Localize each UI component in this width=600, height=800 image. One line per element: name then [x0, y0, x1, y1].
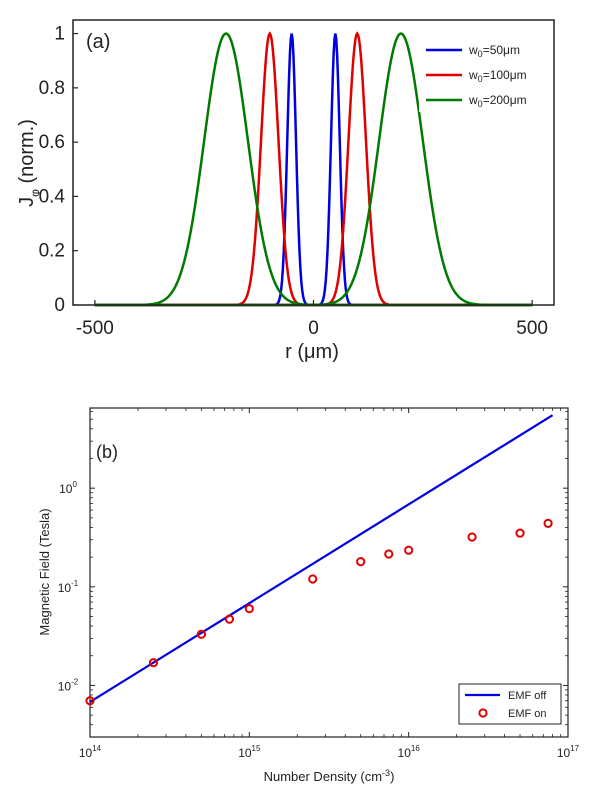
y-tick-label-a: 0.8 [39, 78, 65, 99]
x-ticks-b: 1014 1015 1016 1017 [79, 408, 580, 760]
x-tick-label-a: 0 [308, 318, 319, 339]
x-tick-label-a: 500 [516, 318, 548, 339]
legend-box-b [458, 683, 562, 725]
x-tick-label-b: 1014 [79, 744, 102, 760]
y-tick-label-a: 1 [54, 24, 65, 45]
emf-off-line [89, 414, 554, 703]
x-axis-label-b: Number Density (cm-3) [264, 768, 395, 784]
chart-panel-b: 1014 1015 1016 1017 10-2 10-1 100 (b) Number … [37, 407, 580, 784]
legend-label-a: w0=100μm [468, 68, 527, 84]
panel-label-b: (b) [96, 442, 118, 462]
chart-panel-a: -500 0 500 0 0.2 0.4 0.6 0.8 1 (a) r (μm) Jφ (n… [16, 19, 555, 363]
y-tick-label-b: 100 [59, 480, 77, 496]
emf-on-point [404, 545, 414, 555]
y-axis-label-a: Jφ (norm.) [16, 119, 42, 207]
legend-label-emf-on: EMF on [508, 708, 547, 720]
legend-swatch-emf-on [478, 708, 488, 718]
axes-box-b [89, 407, 569, 738]
y-ticks-a: 0 0.2 0.4 0.6 0.8 1 [39, 24, 78, 316]
legend-b: EMF off EMF on [458, 683, 562, 725]
legend-a: w0=50μm w0=100μm w0=200μm [419, 34, 547, 112]
data-layer-b [85, 414, 554, 706]
emf-on-point [515, 528, 525, 538]
emf-on-point [148, 658, 159, 668]
emf-on-point [196, 629, 206, 639]
legend-label-emf-off: EMF off [508, 690, 547, 702]
panel-label-a: (a) [86, 31, 110, 53]
x-tick-label-b: 1016 [398, 744, 421, 760]
y-tick-label-a: 0.6 [39, 132, 65, 153]
y-tick-label-a: 0 [54, 295, 65, 316]
x-ticks-a: -500 0 500 [76, 300, 548, 339]
y-tick-label-b: 10-2 [58, 677, 79, 693]
x-tick-label-b: 1017 [557, 744, 580, 760]
y-tick-label-a: 0.4 [39, 186, 66, 207]
emf-on-point [224, 614, 235, 624]
legend-label-a: w0=200μm [468, 93, 527, 109]
emf-on-point [467, 532, 477, 542]
emf-on-point [384, 549, 394, 559]
x-tick-label-a: -500 [76, 318, 114, 339]
emf-on-point [244, 604, 254, 614]
legend-label-a: w0=50μm [468, 43, 520, 59]
x-axis-label-a: r (μm) [285, 341, 339, 363]
emf-on-point [356, 557, 366, 567]
y-axis-label-b: Magnetic Field (Tesla) [37, 508, 52, 635]
emf-on-point [308, 574, 318, 584]
y-tick-label-a: 0.2 [39, 241, 65, 262]
y-tick-label-b: 10-1 [58, 579, 79, 595]
x-tick-label-b: 1015 [238, 744, 261, 760]
emf-on-point [543, 518, 553, 528]
y-ticks-b: 10-2 10-1 100 [58, 411, 568, 738]
emf-on-point [85, 696, 95, 706]
